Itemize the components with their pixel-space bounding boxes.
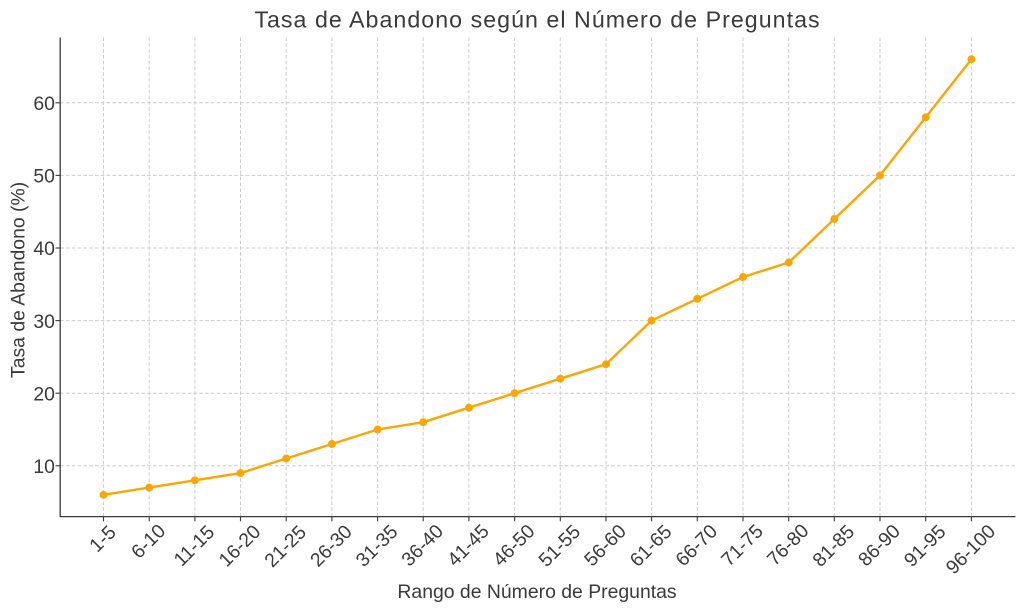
svg-text:20: 20: [33, 383, 55, 405]
svg-text:50: 50: [33, 166, 55, 188]
svg-text:30: 30: [33, 311, 55, 333]
svg-text:Rango de Número de Preguntas: Rango de Número de Preguntas: [397, 581, 676, 603]
svg-text:Tasa de Abandono según el Núme: Tasa de Abandono según el Número de Preg…: [254, 6, 820, 32]
svg-text:40: 40: [33, 238, 55, 260]
svg-text:10: 10: [33, 456, 55, 478]
svg-text:Tasa de Abandono (%): Tasa de Abandono (%): [8, 182, 30, 378]
svg-text:60: 60: [33, 93, 55, 115]
